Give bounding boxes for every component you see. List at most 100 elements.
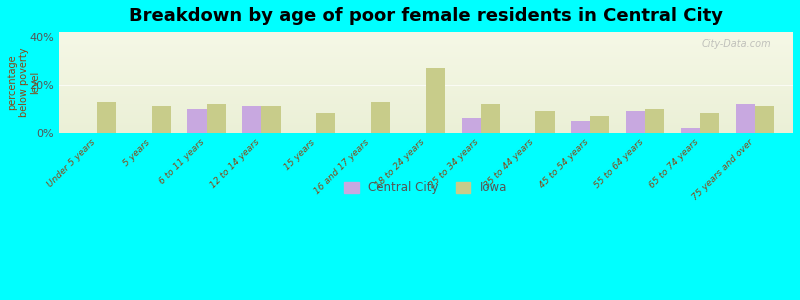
Bar — [58, 39, 793, 40]
Bar — [58, 110, 793, 112]
Bar — [58, 63, 793, 64]
Bar — [58, 66, 793, 67]
Bar — [426, 68, 445, 133]
Bar — [58, 68, 793, 69]
Bar — [58, 101, 793, 103]
Bar — [58, 50, 793, 51]
Bar — [58, 54, 793, 55]
Bar — [58, 81, 793, 82]
Bar — [481, 104, 500, 133]
Bar — [700, 113, 719, 133]
Bar — [58, 43, 793, 44]
Bar — [58, 85, 793, 86]
Bar — [58, 128, 793, 129]
Bar — [58, 72, 793, 73]
Bar — [58, 96, 793, 98]
Bar — [187, 109, 206, 133]
Bar — [58, 57, 793, 58]
Bar — [58, 55, 793, 56]
Bar — [58, 40, 793, 41]
Bar — [58, 86, 793, 87]
Bar — [58, 77, 793, 78]
Bar — [58, 113, 793, 115]
Title: Breakdown by age of poor female residents in Central City: Breakdown by age of poor female resident… — [129, 7, 723, 25]
Bar — [58, 89, 793, 90]
Bar — [58, 65, 793, 66]
Bar — [58, 120, 793, 121]
Bar — [58, 35, 793, 36]
Bar — [97, 101, 116, 133]
Bar — [58, 80, 793, 81]
Bar — [58, 79, 793, 80]
Bar — [58, 95, 793, 96]
Bar — [58, 47, 793, 48]
Text: City-Data.com: City-Data.com — [702, 39, 771, 49]
Bar — [58, 98, 793, 99]
Bar — [58, 103, 793, 104]
Bar — [58, 53, 793, 54]
Bar — [58, 48, 793, 49]
Bar — [58, 32, 793, 33]
Bar — [262, 106, 281, 133]
Bar — [152, 106, 171, 133]
Bar — [58, 75, 793, 76]
Bar — [58, 58, 793, 59]
Bar — [58, 42, 793, 43]
Bar — [58, 99, 793, 101]
Bar — [571, 121, 590, 133]
Bar — [58, 115, 793, 116]
Bar — [58, 106, 793, 107]
Bar — [58, 78, 793, 79]
Bar — [58, 38, 793, 39]
Bar — [58, 118, 793, 119]
Bar — [206, 104, 226, 133]
Bar — [58, 121, 793, 122]
Bar — [58, 34, 793, 35]
Bar — [58, 126, 793, 127]
Bar — [58, 109, 793, 110]
Bar — [58, 124, 793, 126]
Bar — [58, 46, 793, 47]
Bar — [58, 100, 793, 101]
Bar — [58, 112, 793, 113]
Bar — [58, 49, 793, 50]
Bar — [58, 127, 793, 128]
Bar — [735, 104, 754, 133]
Bar — [754, 106, 774, 133]
Bar — [58, 64, 793, 65]
Y-axis label: percentage
below poverty
level: percentage below poverty level — [7, 48, 40, 117]
Bar — [58, 60, 793, 61]
Bar — [58, 122, 793, 123]
Bar — [58, 59, 793, 60]
Bar — [58, 116, 793, 118]
Bar — [58, 93, 793, 94]
Bar — [58, 76, 793, 77]
Legend: Central City, Iowa: Central City, Iowa — [340, 177, 512, 199]
Bar — [535, 111, 554, 133]
Bar — [58, 41, 793, 42]
Bar — [58, 94, 793, 95]
Bar — [58, 56, 793, 57]
Bar — [58, 88, 793, 89]
Bar — [58, 62, 793, 63]
Bar — [58, 69, 793, 70]
Bar — [242, 106, 262, 133]
Bar — [58, 92, 793, 93]
Bar — [58, 82, 793, 83]
Bar — [58, 132, 793, 133]
Bar — [58, 71, 793, 72]
Bar — [58, 73, 793, 74]
Bar — [681, 128, 700, 133]
Bar — [58, 84, 793, 86]
Bar — [58, 74, 793, 75]
Bar — [58, 70, 793, 71]
Bar — [58, 36, 793, 37]
Bar — [645, 109, 664, 133]
Bar — [58, 104, 793, 106]
Bar — [316, 113, 335, 133]
Bar — [626, 111, 645, 133]
Bar — [58, 44, 793, 45]
Bar — [58, 123, 793, 124]
Bar — [58, 130, 793, 132]
Bar — [58, 87, 793, 88]
